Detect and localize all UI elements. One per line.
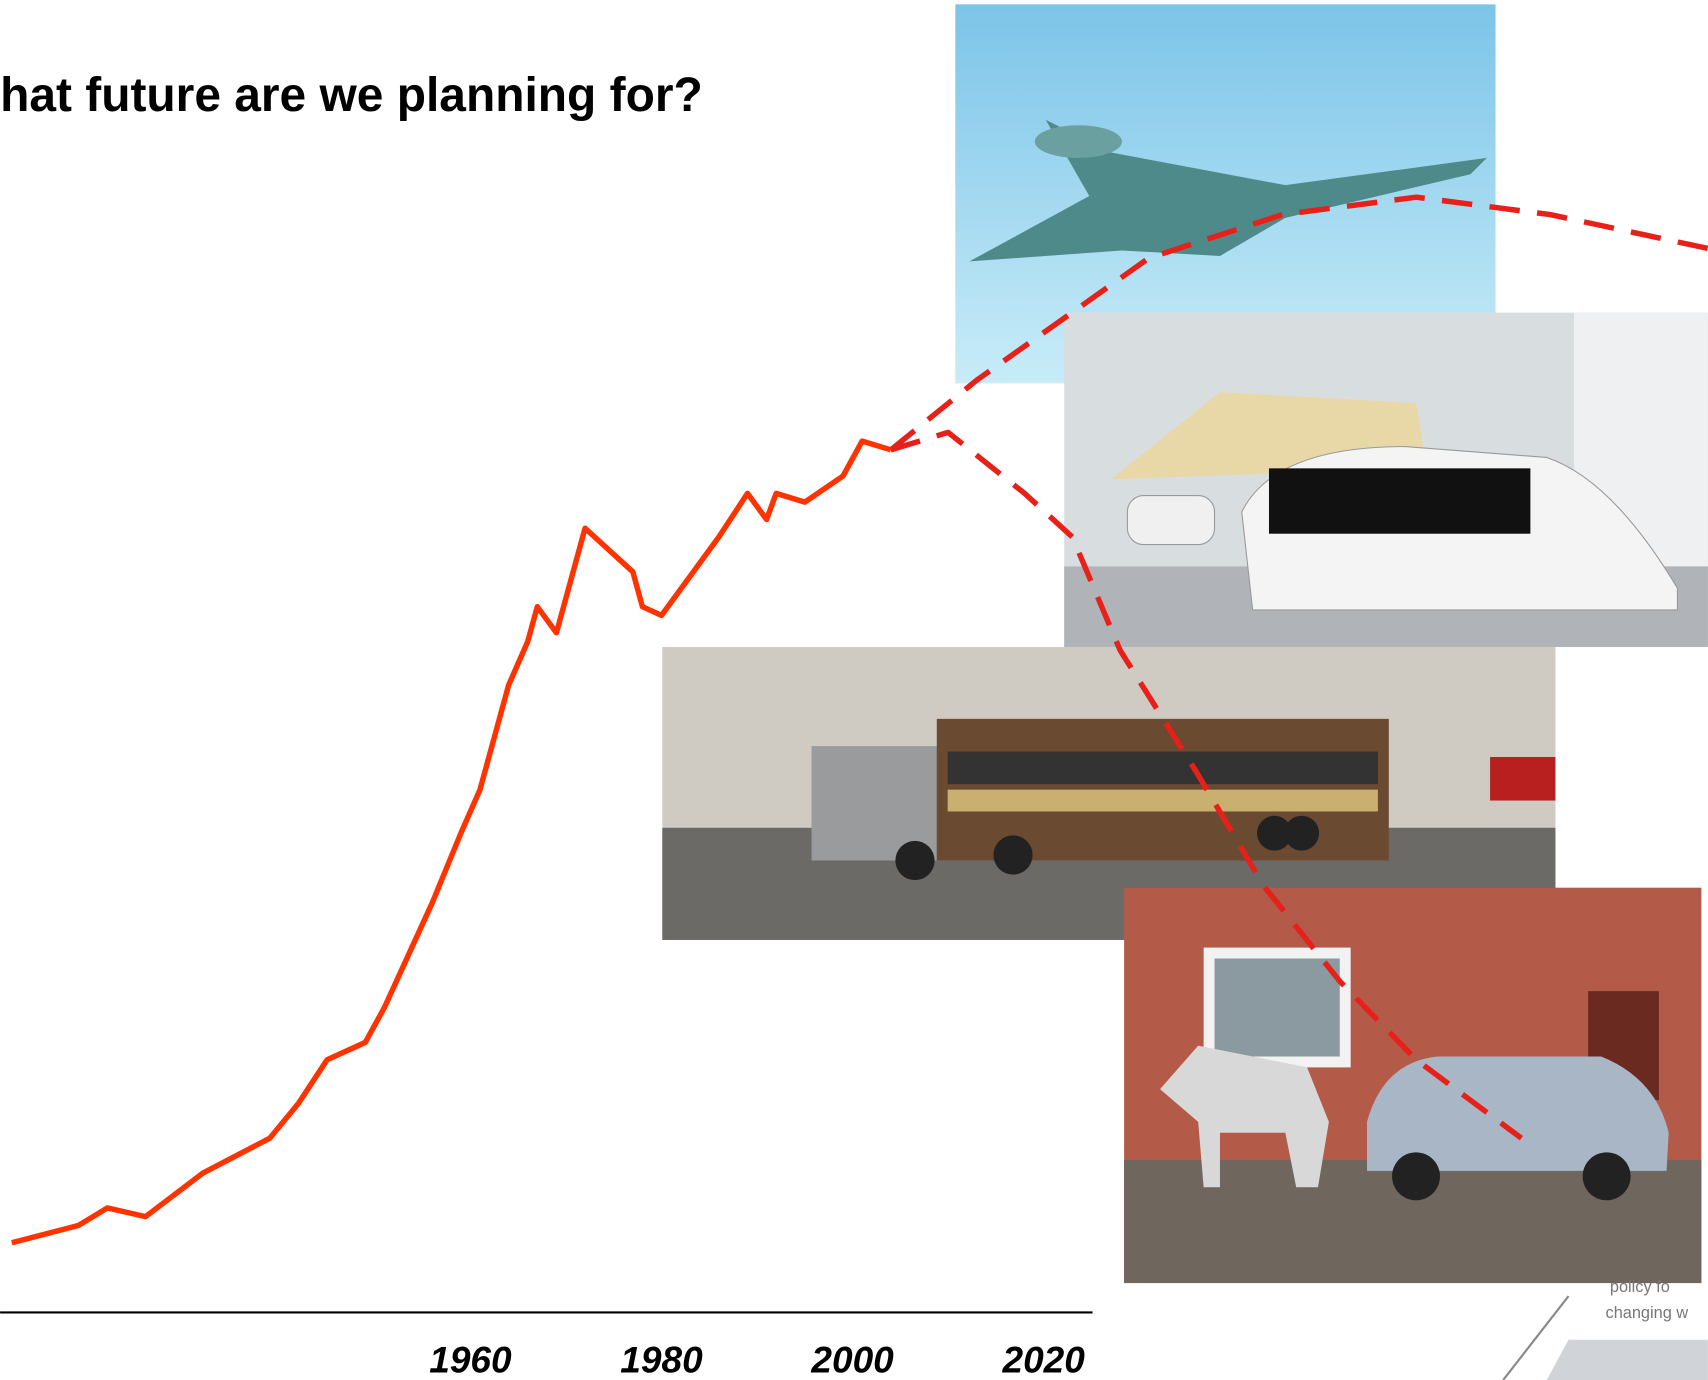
slide-title: hat future are we planning for? — [0, 69, 703, 122]
x-tick-label: 1980 — [620, 1338, 703, 1380]
logo-text: changing w — [1606, 1304, 1689, 1322]
data-line — [889, 194, 1708, 452]
logo: policy fo changing w — [1502, 1278, 1708, 1380]
photo-horse-car — [1124, 887, 1702, 1284]
photo-tram — [1064, 312, 1708, 647]
data-line — [890, 429, 1524, 1141]
logo-text: policy fo — [1610, 1278, 1670, 1296]
x-tick-label: 2000 — [810, 1338, 894, 1380]
data-line — [11, 438, 892, 1246]
x-tick-label: 1960 — [429, 1338, 512, 1380]
x-tick-label: 2020 — [1001, 1338, 1085, 1380]
